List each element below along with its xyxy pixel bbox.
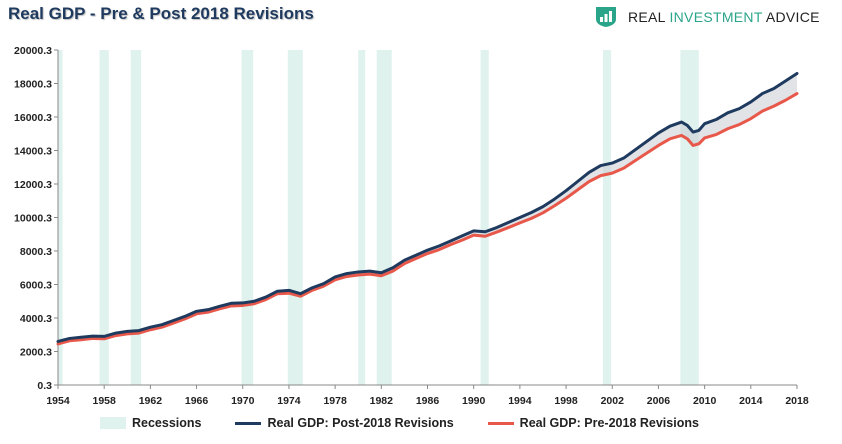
brand-name-part2: INVESTMENT bbox=[669, 9, 763, 25]
y-tick-label: 16000.3 bbox=[14, 112, 52, 124]
legend-item-post: Real GDP: Post-2018 Revisions bbox=[235, 416, 454, 430]
x-tick-label: 1998 bbox=[554, 395, 578, 407]
y-tick-label: 18000.3 bbox=[14, 79, 52, 91]
x-tick-label: 1954 bbox=[46, 395, 70, 407]
x-tick-label: 1986 bbox=[416, 395, 440, 407]
y-tick-label: 0.3 bbox=[37, 380, 52, 392]
x-tick-label: 1970 bbox=[231, 395, 255, 407]
recession-band bbox=[58, 50, 63, 385]
recession-band bbox=[358, 50, 366, 385]
x-tick-label: 1978 bbox=[323, 395, 347, 407]
y-tick-label: 2000.3 bbox=[20, 347, 52, 359]
y-tick-label: 20000.3 bbox=[14, 45, 52, 57]
brand-name-part3: ADVICE bbox=[762, 9, 820, 25]
recession-band bbox=[287, 50, 303, 385]
series-lines bbox=[56, 71, 799, 346]
legend-swatch-pre bbox=[487, 421, 514, 425]
brand-name-part1: REAL bbox=[628, 9, 670, 25]
recession-bands bbox=[58, 50, 699, 385]
x-tick-label: 1958 bbox=[93, 395, 117, 407]
recession-band bbox=[376, 50, 392, 385]
y-tick-label: 12000.3 bbox=[14, 179, 52, 191]
x-tick-label: 1990 bbox=[462, 395, 486, 407]
recession-band bbox=[480, 50, 489, 385]
x-tick-label: 2018 bbox=[785, 395, 809, 407]
x-tick-label: 1966 bbox=[185, 395, 209, 407]
x-tick-label: 2014 bbox=[739, 395, 763, 407]
x-tick-label: 1974 bbox=[277, 395, 301, 407]
recession-band bbox=[241, 50, 254, 385]
legend-item-recessions: Recessions bbox=[100, 416, 201, 430]
y-tick-label: 10000.3 bbox=[14, 213, 52, 225]
legend-swatch-recessions bbox=[100, 417, 126, 429]
brand-logo: REAL INVESTMENT ADVICE bbox=[594, 6, 820, 28]
y-tick-label: 14000.3 bbox=[14, 146, 52, 158]
series-line-pre-2018 bbox=[56, 92, 799, 346]
legend-label-recessions: Recessions bbox=[132, 416, 202, 430]
legend: Recessions Real GDP: Post-2018 Revisions… bbox=[100, 416, 733, 430]
y-tick-label: 8000.3 bbox=[20, 246, 52, 258]
x-tick-label: 2006 bbox=[647, 395, 671, 407]
y-tick-label: 6000.3 bbox=[20, 280, 52, 292]
axes: 0.3 2000.3 4000.3 6000.3 8000.3 10000.3 12000.… bbox=[14, 45, 809, 407]
chart-title: Real GDP - Pre & Post 2018 Revisions bbox=[8, 4, 314, 23]
legend-label-post: Real GDP: Post-2018 Revisions bbox=[267, 416, 454, 430]
rising-bars-shield-icon bbox=[596, 7, 616, 27]
y-tick-label: 4000.3 bbox=[20, 313, 52, 325]
legend-label-pre: Real GDP: Pre-2018 Revisions bbox=[519, 416, 699, 430]
recession-band bbox=[680, 50, 699, 385]
legend-item-pre: Real GDP: Pre-2018 Revisions bbox=[487, 416, 699, 430]
x-tick-label: 2010 bbox=[693, 395, 717, 407]
legend-swatch-post bbox=[235, 421, 262, 425]
recession-band bbox=[130, 50, 142, 385]
brand-name: REAL INVESTMENT ADVICE bbox=[628, 9, 820, 25]
x-tick-label: 1982 bbox=[370, 395, 394, 407]
x-tick-label: 1962 bbox=[139, 395, 163, 407]
recession-band bbox=[603, 50, 612, 385]
x-tick-label: 1994 bbox=[508, 395, 532, 407]
recession-band bbox=[99, 50, 109, 385]
x-tick-label: 2002 bbox=[601, 395, 625, 407]
series-line-post-2018 bbox=[56, 71, 799, 343]
